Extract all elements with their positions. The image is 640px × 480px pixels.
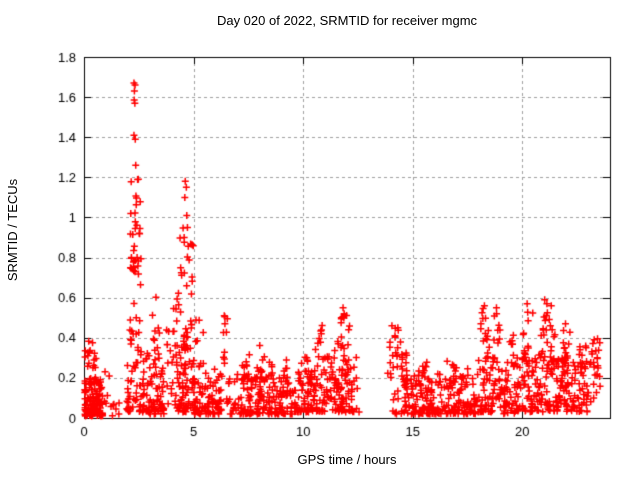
x-axis-label: GPS time / hours (297, 452, 397, 467)
chart-title: Day 020 of 2022, SRMTID for receiver mgm… (216, 13, 478, 28)
y-axis-label: SRMTID / TECUs (5, 178, 20, 282)
